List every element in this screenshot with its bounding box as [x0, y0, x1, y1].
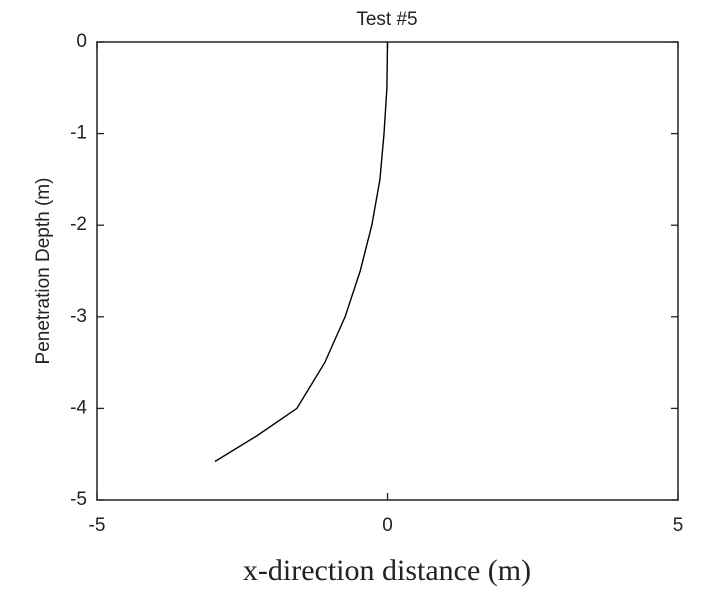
y-tick-label: 0: [76, 31, 87, 52]
data-line: [214, 41, 389, 463]
x-tick-label: 0: [382, 515, 393, 536]
chart-title: Test #5: [356, 9, 417, 30]
y-tick-label: -3: [70, 306, 87, 327]
y-tick-label: -1: [70, 123, 87, 144]
plot-frame: [96, 41, 679, 501]
y-axis-label: Penetration Depth (m): [33, 178, 54, 365]
x-axis-label: x-direction distance (m): [243, 554, 531, 587]
y-tick-label: -2: [70, 214, 87, 235]
x-tick-label: 5: [673, 515, 684, 536]
y-tick-label: -4: [70, 397, 87, 418]
x-tick-label: -5: [89, 515, 106, 536]
y-tick-label: -5: [70, 489, 87, 510]
